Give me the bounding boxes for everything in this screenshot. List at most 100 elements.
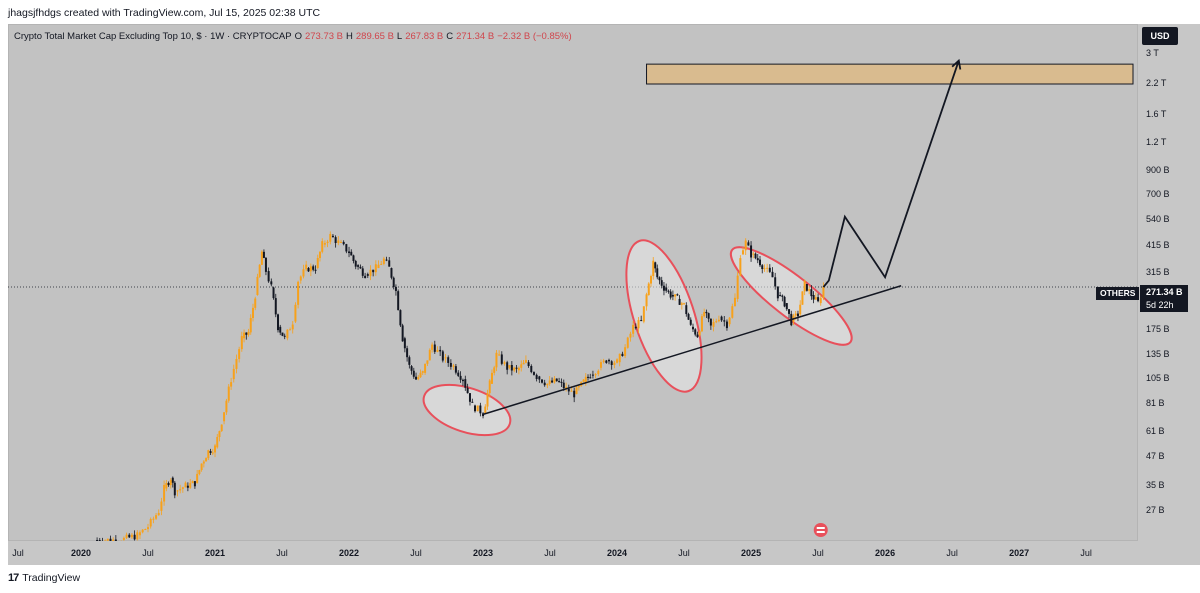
target-zone — [646, 63, 1134, 85]
candle-body — [283, 335, 286, 337]
candle-body — [277, 314, 280, 331]
price-tick-label: 3 T — [1146, 47, 1159, 58]
candle-body — [114, 539, 117, 541]
candle-body — [329, 233, 332, 242]
candle-body — [171, 477, 174, 483]
currency-button[interactable]: USD — [1142, 27, 1178, 45]
candle-body — [216, 436, 219, 448]
candle-body — [354, 260, 357, 267]
candle-body — [685, 305, 688, 315]
candle-body — [587, 376, 590, 378]
price-tick-label: 415 B — [1146, 239, 1170, 250]
candle-body — [359, 266, 362, 269]
candle-body — [548, 380, 551, 384]
candle-body — [712, 322, 715, 327]
candle-body — [503, 362, 506, 364]
candle-body — [506, 362, 509, 370]
candle-body — [155, 515, 158, 519]
candle-body — [471, 401, 474, 403]
candle-body — [417, 377, 420, 380]
price-tick-label: 315 B — [1146, 266, 1170, 277]
time-tick-label: 2022 — [339, 548, 360, 558]
candle-body — [747, 242, 750, 246]
candle-body — [479, 405, 482, 414]
candle-body — [179, 488, 182, 491]
candle-body — [444, 357, 447, 359]
candle-body — [575, 387, 578, 395]
candle-body — [488, 380, 491, 394]
candle-body — [803, 280, 806, 292]
candle-body — [776, 286, 779, 299]
candle-body — [805, 283, 808, 291]
chart-area[interactable] — [8, 24, 1138, 541]
candle-body — [352, 255, 355, 261]
candle-body — [291, 324, 294, 330]
candle-body — [560, 381, 563, 383]
candle-body — [744, 240, 747, 251]
candle-body — [326, 241, 329, 243]
candle-body — [750, 245, 753, 258]
candle-body — [535, 374, 538, 380]
candle-body — [632, 324, 635, 334]
candle-body — [141, 529, 144, 533]
candle-body — [676, 294, 679, 296]
candle-body — [756, 258, 759, 261]
candle-body — [665, 287, 668, 291]
candle-body — [728, 317, 731, 325]
candle-body — [538, 376, 541, 380]
candle-body — [452, 365, 455, 367]
candle-body — [223, 412, 226, 422]
candle-body — [689, 319, 692, 325]
candle-body — [616, 359, 619, 363]
time-tick-label: Jul — [544, 548, 556, 558]
candle-body — [725, 321, 728, 329]
candle-body — [238, 349, 241, 360]
candle-body — [532, 372, 535, 375]
legend-change: −2.32 B (−0.85%) — [497, 31, 572, 42]
candle-body — [258, 264, 261, 277]
candle-body — [424, 363, 427, 373]
last-price-value: 271.34 B — [1146, 287, 1183, 297]
candle-body — [761, 265, 764, 270]
candle-body — [157, 512, 160, 516]
candle-body — [202, 461, 205, 464]
candle-body — [401, 325, 404, 342]
candle-body — [515, 367, 518, 369]
time-tick-label: Jul — [812, 548, 824, 558]
candle-body — [281, 332, 284, 336]
candle-body — [768, 267, 771, 272]
candle-body — [147, 527, 150, 530]
legend-open-value: 273.73 B — [304, 31, 343, 42]
candle-body — [163, 484, 166, 502]
candle-body — [176, 490, 179, 492]
time-tick-label: 2026 — [875, 548, 896, 558]
candle-body — [382, 258, 385, 264]
candle-body — [305, 264, 308, 270]
candle-body — [392, 277, 395, 287]
candle-body — [618, 353, 621, 363]
legend-low-label: L — [396, 31, 403, 42]
price-axis[interactable] — [1138, 24, 1200, 541]
candle-body — [634, 326, 637, 329]
price-tick-label: 135 B — [1146, 348, 1170, 359]
candle-body — [527, 362, 530, 367]
candle-body — [274, 298, 277, 315]
candle-body — [441, 351, 444, 361]
candle-body — [584, 376, 587, 382]
candle-body — [662, 285, 665, 291]
candle-body — [267, 271, 270, 282]
candle-body — [431, 344, 434, 350]
candle-body — [247, 331, 250, 335]
candle-body — [493, 367, 496, 373]
chart-credit: jhagsjfhdgs created with TradingView.com… — [8, 7, 321, 19]
highlight-ellipse-3 — [729, 246, 853, 346]
candle-body — [785, 303, 788, 310]
candle-body — [589, 377, 592, 379]
time-axis[interactable] — [8, 541, 1138, 565]
candle-body — [766, 267, 769, 269]
candle-body — [380, 263, 383, 265]
candle-body — [374, 264, 377, 273]
candle-body — [314, 269, 317, 271]
tradingview-logo[interactable]: 17 TradingView — [8, 572, 80, 584]
